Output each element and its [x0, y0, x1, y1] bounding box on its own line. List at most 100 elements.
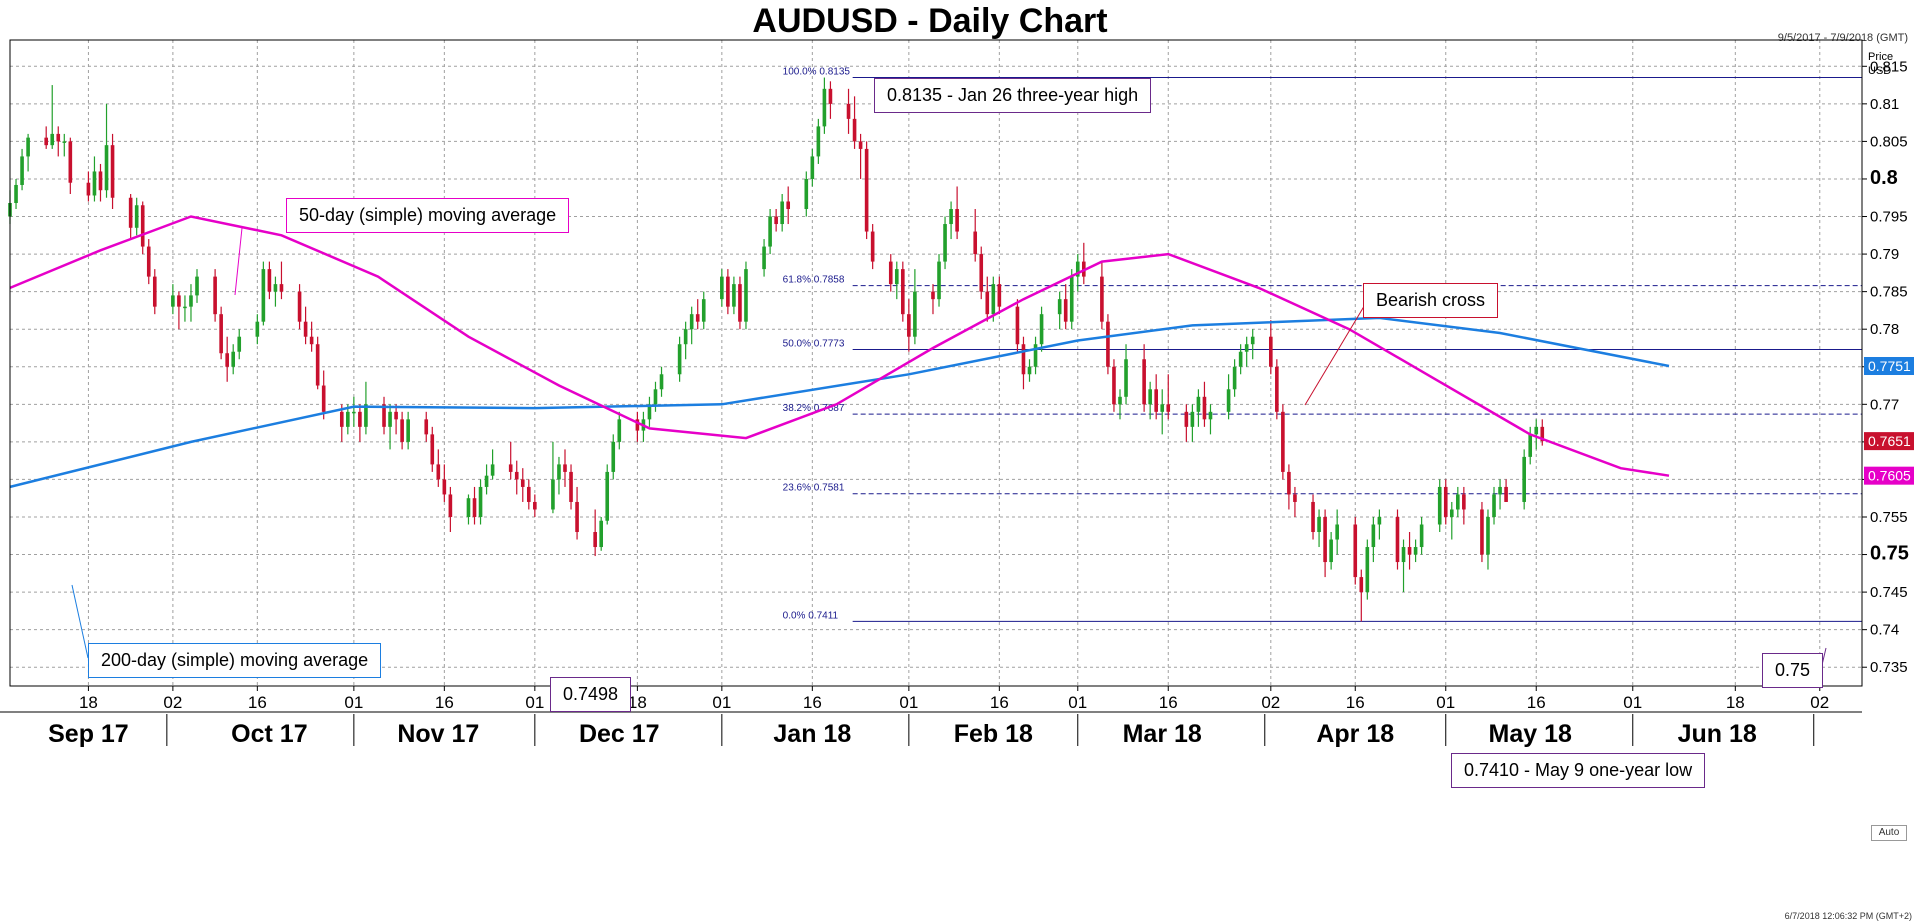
candle-body — [1238, 351, 1243, 367]
candle-body — [780, 201, 784, 225]
candle-body — [551, 479, 555, 510]
candle-body — [864, 148, 869, 232]
month-label: Oct 17 — [231, 720, 307, 748]
price-tag-box — [1864, 466, 1914, 485]
candle-body — [394, 411, 398, 420]
month-label: Sep 17 — [48, 720, 129, 748]
moving-averages-layer — [9, 215, 1670, 489]
candle-body — [762, 246, 766, 270]
candle-body — [1027, 366, 1032, 375]
candle-body — [1359, 577, 1364, 593]
chart-title: AUDUSD - Daily Chart — [752, 2, 1108, 40]
candle-body — [466, 498, 471, 517]
candle-body — [901, 269, 905, 315]
candle-body — [1033, 344, 1038, 367]
month-label: May 18 — [1489, 720, 1572, 748]
candle-body — [1329, 539, 1333, 563]
candle-body — [720, 276, 724, 300]
auto-scale-button[interactable]: Auto — [1871, 825, 1907, 841]
candle-body — [1486, 516, 1490, 555]
candle-body — [1118, 396, 1122, 405]
candle-body — [152, 276, 157, 307]
axes-layer: 0.7350.740.7450.750.7550.760.7650.770.77… — [0, 39, 1914, 748]
candle-body — [508, 464, 513, 472]
candle-body — [828, 88, 833, 104]
candle-body — [1275, 366, 1279, 412]
y-tick-label: 0.79 — [1870, 246, 1899, 263]
candle-body — [1112, 366, 1116, 405]
candle-body — [526, 486, 531, 502]
candle-body — [309, 336, 314, 345]
y-tick-label: 0.755 — [1870, 509, 1908, 526]
ma200-callout-line — [71, 584, 89, 659]
candle-body — [1456, 494, 1460, 510]
candle-body — [1419, 524, 1424, 548]
y-tick-label: 0.785 — [1870, 284, 1908, 301]
candle-body — [1069, 276, 1074, 322]
month-label: Mar 18 — [1123, 720, 1202, 748]
candle-body — [1413, 547, 1418, 555]
y-tick-label: 0.805 — [1870, 133, 1908, 150]
candle-body — [26, 137, 30, 157]
candle-body — [261, 269, 266, 322]
candle-body — [1160, 404, 1165, 412]
fib-level-label: 100.0% 0.8135 — [783, 67, 851, 78]
candle-body — [599, 520, 604, 548]
fib-level-label: 23.6% 0.7581 — [783, 483, 845, 494]
candle-body — [14, 184, 18, 204]
candle-body — [1075, 261, 1080, 277]
candle-body — [321, 385, 326, 412]
candle-body — [1377, 516, 1382, 525]
candle-body — [605, 471, 610, 521]
candle-body — [104, 145, 109, 191]
candle-body — [997, 284, 1002, 307]
price-tag-label: 0.7651 — [1868, 433, 1911, 449]
fib-level-label: 38.2% 0.7687 — [783, 403, 845, 414]
candle-body — [279, 284, 284, 292]
candle-body — [1528, 434, 1533, 457]
candle-body — [1365, 547, 1370, 593]
month-label: Jan 18 — [773, 720, 851, 748]
candle-body — [768, 216, 772, 247]
candle-body — [213, 276, 217, 315]
candle-body — [346, 411, 350, 427]
candle-body — [1244, 344, 1249, 352]
candle-body — [92, 171, 97, 196]
x-tick-label: 01 — [1623, 693, 1642, 712]
x-tick-label: 18 — [1726, 693, 1745, 712]
candle-body — [617, 419, 622, 442]
candle-body — [189, 295, 193, 307]
price-tag-box — [1864, 357, 1914, 376]
candle-body — [484, 475, 489, 487]
fibonacci-layer: 100.0% 0.8135 61.8% 0.7858 50.0% 0.7773 38.… — [783, 67, 1862, 622]
candle-body — [400, 419, 404, 442]
candle-body — [1480, 509, 1484, 555]
candle-body — [985, 291, 990, 315]
candle-body — [225, 353, 229, 367]
level-075-annotation: 0.75 — [1762, 653, 1824, 688]
y-tick-label: 0.745 — [1870, 584, 1908, 601]
price-tag-label: 0.7605 — [1868, 468, 1911, 484]
candle-body — [62, 141, 67, 143]
x-tick-label: 01 — [899, 693, 918, 712]
candle-body — [1317, 516, 1321, 533]
price-unit-label: Price USD — [1868, 51, 1894, 77]
candle-body — [490, 464, 495, 476]
callout-lines-layer — [71, 227, 1827, 666]
candle-body — [1498, 486, 1502, 495]
candle-body — [1148, 389, 1152, 405]
candle-body — [134, 205, 139, 228]
bearish-cross-annotation: Bearish cross — [1363, 283, 1499, 318]
y-tick-label: 0.795 — [1870, 209, 1908, 226]
candle-body — [557, 464, 561, 480]
candle-body — [533, 501, 537, 510]
candle-body — [1202, 396, 1207, 420]
price-tag-box — [1864, 432, 1914, 451]
ma50-annotation: 50-day (simple) moving average — [286, 198, 570, 233]
candle-body — [677, 344, 682, 375]
candle-body — [569, 471, 573, 502]
candle-body — [430, 434, 435, 465]
month-label: Feb 18 — [954, 720, 1033, 748]
candle-body — [424, 419, 429, 435]
candle-body — [1437, 486, 1442, 525]
